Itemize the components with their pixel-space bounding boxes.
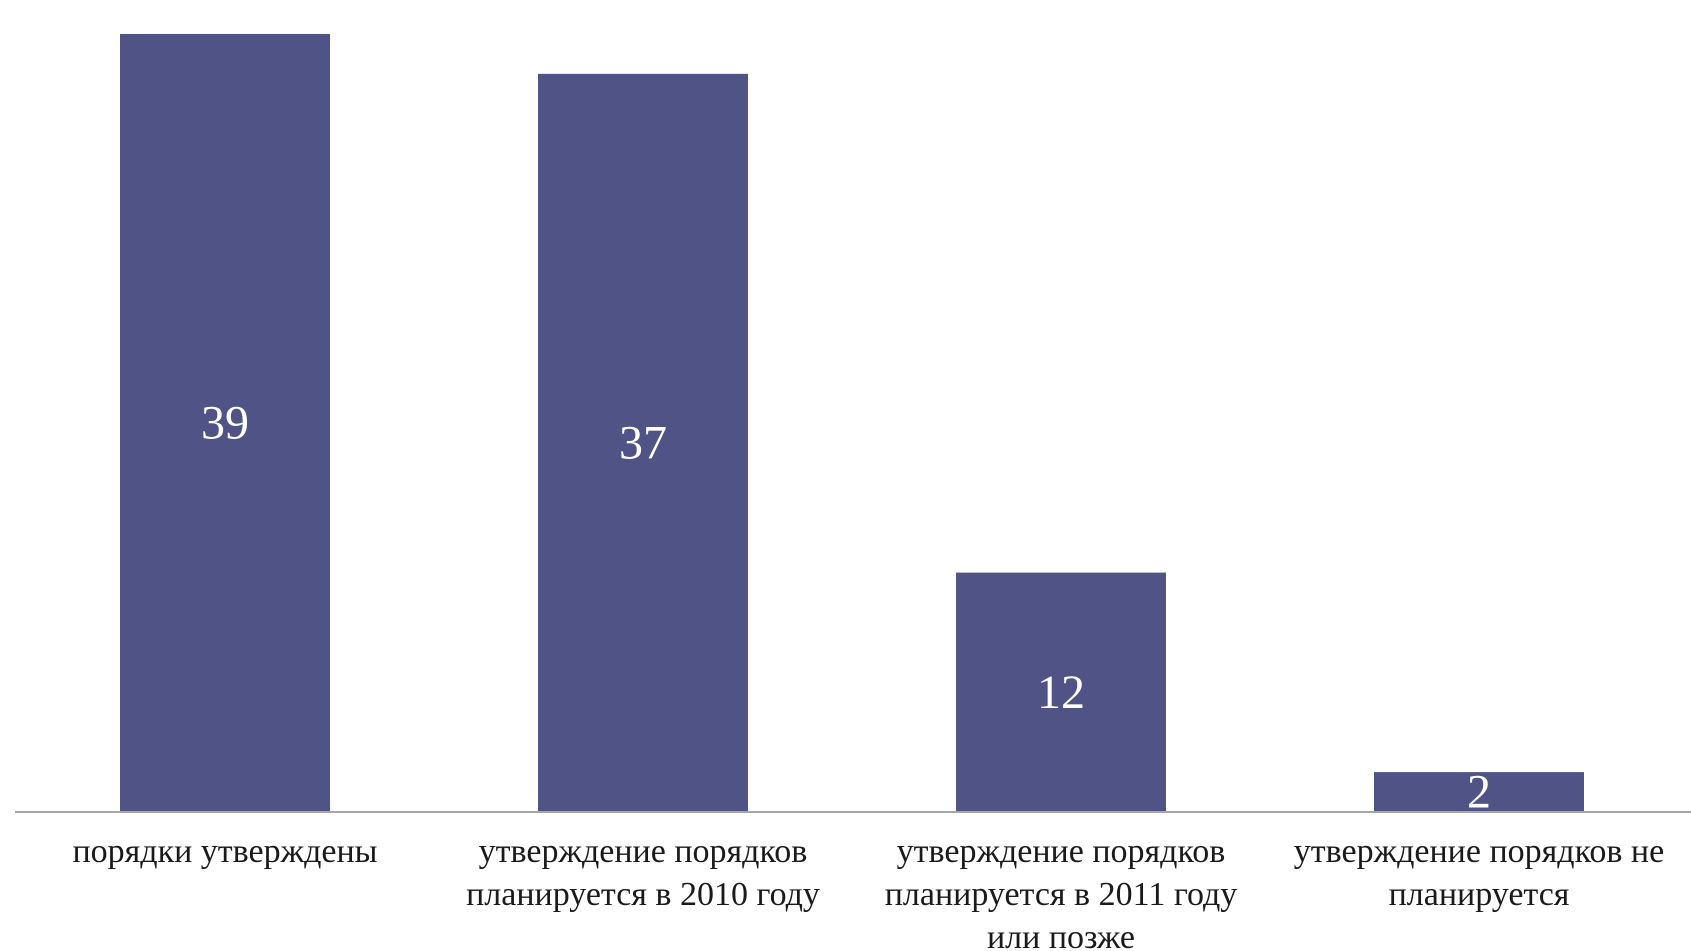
category-label: порядки утверждены [72, 833, 377, 870]
category-labels-layer: порядки утверждены утверждение порядков пл… [72, 833, 1664, 951]
category-label: утверждение порядков планируется в 2011 г… [885, 833, 1238, 951]
data-label: 2 [1467, 766, 1491, 819]
bar [1374, 772, 1584, 812]
bar [956, 572, 1166, 812]
bar [538, 73, 748, 813]
data-label: 12 [1037, 666, 1085, 719]
category-label: утверждение порядков не планируется [1294, 833, 1664, 913]
data-label: 37 [619, 416, 667, 469]
category-label-line: планируется [1389, 876, 1570, 913]
category-label-line: планируется в 2011 году [885, 876, 1238, 913]
data-label: 39 [201, 396, 249, 449]
bars-layer [120, 33, 1584, 813]
category-label-line: утверждение порядков не [1294, 833, 1664, 870]
category-label-line: планируется в 2010 году [466, 876, 820, 913]
category-label-line: или позже [987, 919, 1135, 951]
category-label: утверждение порядков планируется в 2010 г… [466, 833, 820, 913]
category-label-line: утверждение порядков [897, 833, 1226, 870]
data-labels-layer: 39 37 12 2 [201, 396, 1491, 818]
category-label-line: утверждение порядков [479, 833, 808, 870]
bar [120, 33, 330, 812]
category-label-line: порядки утверждены [72, 833, 377, 870]
